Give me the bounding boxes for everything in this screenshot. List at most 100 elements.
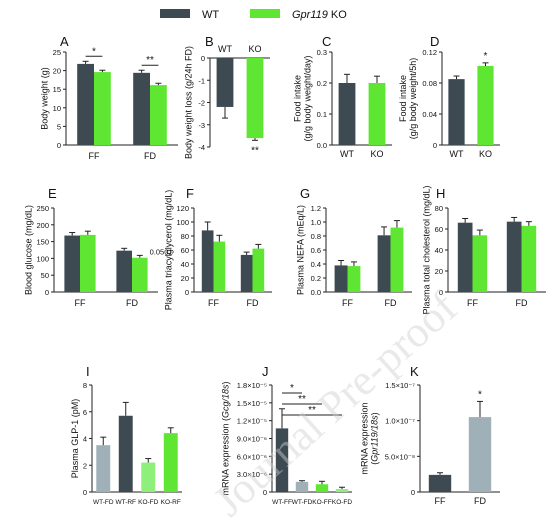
y-tick-label: 1.2×10⁻⁵ <box>237 417 267 426</box>
bar-ko-fd <box>335 489 349 492</box>
bar-ko-fd <box>150 85 167 145</box>
panel-letter: A <box>60 34 69 49</box>
y-axis-label: Plasma total cholesterol (mg/dL) <box>422 185 432 314</box>
x-tick-label: KO <box>479 149 492 159</box>
y-tick-label: -1 <box>198 76 205 85</box>
x-tick-label: FD <box>144 151 156 161</box>
p-value-annotation: 0.0501 <box>150 247 173 256</box>
bar-ko-ff <box>213 241 226 292</box>
y-tick-label: 10 <box>53 104 61 113</box>
y-tick-label: -2 <box>198 99 205 108</box>
y-axis-label: Body weight (g) <box>40 67 50 130</box>
bar-ko-ff <box>94 72 111 145</box>
bar-fd <box>468 417 492 492</box>
bar-ff <box>428 474 452 492</box>
y-tick-label: 0.0 <box>317 141 327 150</box>
legend-label-ko: Gpr119 KO <box>292 9 347 21</box>
y-tick-label: 0.04 <box>422 110 437 119</box>
x-tick-label: WT-FF <box>272 499 292 506</box>
y-tick-label: 15 <box>53 85 61 94</box>
panel-letter: B <box>205 34 214 49</box>
y-tick-label: 20 <box>181 274 189 283</box>
y-tick-label: 60 <box>181 246 189 255</box>
x-tick-label: FF <box>208 298 219 308</box>
bar-ko-fd <box>132 257 148 292</box>
bar-ko-fd <box>390 227 404 292</box>
significance-label: * <box>290 383 294 394</box>
legend-swatch-ko <box>250 9 280 18</box>
y-tick-label: 4 <box>83 435 87 444</box>
y-axis-label: Plasma triacylglycerol (mg/dL) <box>163 190 173 311</box>
y-axis-label-2: (g/g body weight/day) <box>302 55 312 141</box>
panel-c: C 0.0 0.1 0.2 0.3 Food intake (g/g body weight… <box>292 34 392 159</box>
y-tick-label: 6.0×10⁻⁶ <box>237 452 267 461</box>
bar-wt-fd <box>116 250 132 292</box>
y-tick-label: 9.0×10⁻⁶ <box>237 435 267 444</box>
significance-label: ** <box>308 405 316 416</box>
bar-wt-fd <box>96 445 111 492</box>
y-tick-label: 0 <box>83 488 87 497</box>
y-tick-label: 80 <box>181 232 189 241</box>
y-tick-label: 0.6 <box>311 246 321 255</box>
bar-wt-ff <box>77 63 94 145</box>
x-tick-label: FD <box>247 298 259 308</box>
panel-letter: G <box>300 186 310 201</box>
bar-wt <box>448 79 465 145</box>
legend: WT Gpr119 KO <box>160 9 347 21</box>
y-axis-label-2: (g/g body weight/5h) <box>408 58 418 140</box>
y-axis-label: Blood glucose (mg/dL) <box>23 205 33 295</box>
y-tick-label: 250 <box>36 204 49 213</box>
y-axis-label: Food intake <box>398 75 408 122</box>
y-tick-label: 1.8×10⁻⁵ <box>237 381 267 390</box>
y-tick-label: 1.0×10⁻⁷ <box>385 417 415 426</box>
panel-letter: I <box>86 364 90 379</box>
y-tick-label: 0 <box>57 141 61 150</box>
bar-ko <box>477 65 494 145</box>
bar-wt-rf <box>118 415 133 492</box>
y-tick-label: 0.3 <box>317 48 327 57</box>
panel-k: K 0 5.0×10⁻⁸ 1.0×10⁻⁷ 1.5×10⁻⁷ mRNA expressio… <box>359 364 500 506</box>
x-tick-label: FD <box>516 298 528 308</box>
x-tick-label: WT-RF <box>115 499 136 506</box>
significance-label: ** <box>298 394 306 405</box>
y-tick-label: 0 <box>439 288 443 297</box>
y-tick-label: 40 <box>435 246 443 255</box>
y-tick-label: 120 <box>176 204 189 213</box>
significance-label: * <box>484 51 488 62</box>
y-tick-label: 80 <box>435 204 443 213</box>
panel-letter: C <box>322 34 331 49</box>
bar-wt-ff <box>457 222 473 292</box>
bar-wt-ff <box>64 235 80 292</box>
y-tick-label: 5 <box>57 122 61 131</box>
y-tick-label: -3 <box>198 121 205 130</box>
y-tick-label: 0.8 <box>311 232 321 241</box>
bar-ko-ff <box>315 484 329 492</box>
x-tick-label: FD <box>126 298 138 308</box>
y-tick-label: 0.4 <box>311 260 321 269</box>
x-tick-label: FF <box>342 298 353 308</box>
y-tick-label: 8 <box>83 381 87 390</box>
x-tick-label: WT <box>340 149 354 159</box>
bar-ko-fd <box>141 462 156 492</box>
y-tick-label: 150 <box>36 238 49 247</box>
y-tick-label: 0 <box>45 288 49 297</box>
bar-ko-ff <box>472 235 488 292</box>
y-tick-label: 1.5×10⁻⁷ <box>385 381 415 390</box>
significance-label: * <box>92 46 96 57</box>
y-tick-label: -4 <box>198 143 205 152</box>
legend-swatch-wt <box>160 9 190 18</box>
y-tick-label: 0.0 <box>311 288 321 297</box>
x-tick-label: FF <box>89 151 100 161</box>
significance-label: ** <box>251 145 259 156</box>
x-tick-label: FF <box>467 298 478 308</box>
bar-wt-ff <box>334 265 348 292</box>
x-tick-label: KO <box>248 44 261 54</box>
bar-ko-fd <box>252 248 265 292</box>
y-tick-label: 0.2 <box>311 274 321 283</box>
y-axis-label-2: (Gpr119/18s) <box>369 412 379 464</box>
y-tick-label: 60 <box>435 225 443 234</box>
y-tick-label: 1.2 <box>311 204 321 213</box>
